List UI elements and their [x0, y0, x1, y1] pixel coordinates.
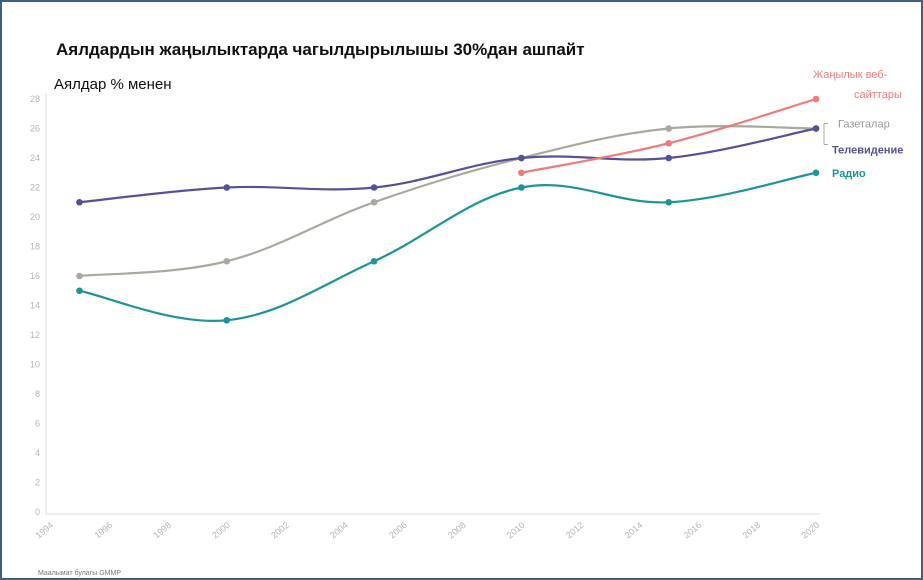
series-televidenie-point	[223, 184, 231, 191]
series-televidenie-point	[812, 125, 820, 132]
series-veb-saittar-line	[520, 97, 818, 174]
y-tick-label: 6	[35, 419, 40, 429]
series-radio-label: Радио	[832, 168, 866, 180]
series-veb-saittar-point	[518, 169, 525, 177]
y-axis-label: Аялдар % менен	[54, 76, 172, 93]
series-radio-point	[370, 257, 378, 265]
y-tick-label: 8	[35, 389, 40, 399]
y-tick-label: 4	[35, 448, 40, 458]
series-gazetalar-point	[223, 257, 231, 265]
series-televidenie-point	[370, 184, 378, 191]
y-tick-label: 22	[30, 183, 40, 193]
series-gazetalar-line	[78, 125, 818, 278]
x-tick-label: 2002	[269, 520, 291, 541]
series-televidenie-point	[665, 154, 672, 162]
x-tick-label: 1994	[34, 520, 56, 541]
x-tick-label: 2012	[564, 520, 586, 541]
series-radio-point	[76, 287, 83, 295]
y-tick-label: 0	[35, 507, 40, 517]
y-tick-label: 12	[30, 330, 40, 340]
series-radio-point	[812, 169, 820, 177]
y-tick-label: 28	[30, 94, 40, 104]
x-tick-label: 2018	[741, 520, 763, 541]
y-tick-label: 24	[30, 153, 40, 163]
series-televidenie-point	[518, 154, 525, 162]
x-tick-label: 1998	[151, 520, 173, 541]
series-radio-point	[518, 184, 525, 191]
x-tick-label: 2010	[505, 520, 527, 541]
y-tick-label: 16	[30, 271, 40, 281]
series-televidenie-point	[76, 198, 83, 206]
series-televidenie-line	[78, 127, 818, 204]
series-gazetalar-point	[76, 272, 83, 280]
series-veb-saittar-point	[665, 139, 672, 147]
x-tick-label: 2014	[623, 520, 645, 541]
series-televidenie-label: Телевидение	[832, 145, 903, 157]
y-tick-label: 14	[30, 301, 40, 311]
x-tick-label: 2006	[387, 520, 409, 541]
series-radio-point	[223, 316, 231, 324]
y-tick-label: 2	[35, 478, 40, 488]
series-radio-point	[665, 198, 672, 206]
x-tick-label: 2020	[800, 520, 822, 541]
x-tick-label: 2000	[210, 520, 232, 541]
y-tick-label: 10	[30, 360, 40, 370]
series-radio-line	[78, 171, 818, 322]
chart-title: Аялдардын жаңылыктарда чагылдырылышы 30%…	[56, 40, 585, 59]
series-veb-saittar-label: Жаңылык веб-сайттары	[813, 69, 902, 101]
y-tick-label: 26	[30, 124, 40, 134]
x-tick-label: 2008	[446, 520, 468, 541]
series-gazetalar-label: Газеталар	[838, 119, 890, 131]
x-tick-label: 1996	[92, 520, 114, 541]
x-tick-label: 2016	[682, 520, 704, 541]
y-tick-label: 18	[30, 242, 40, 252]
series-gazetalar-point	[370, 198, 378, 206]
series-gazetalar-point	[665, 125, 672, 132]
y-tick-label: 20	[30, 212, 40, 222]
series-veb-saittar-point	[812, 95, 820, 103]
source-note: Маалымат булагы GMMP	[38, 570, 121, 577]
x-tick-label: 2004	[328, 520, 350, 541]
